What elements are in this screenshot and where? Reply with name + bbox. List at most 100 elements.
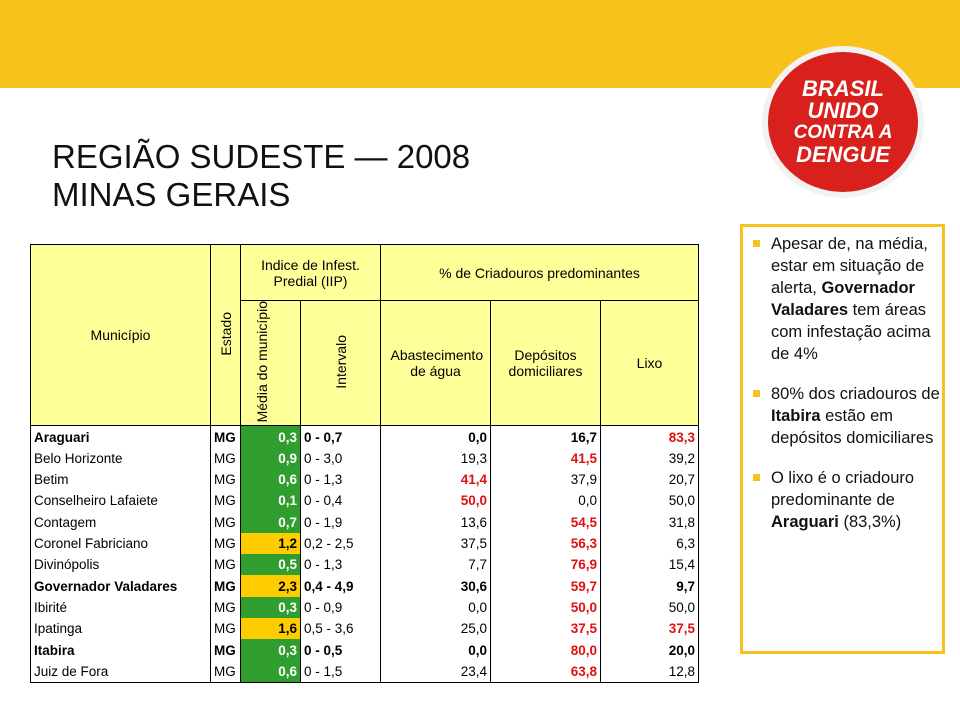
note-text: Itabira <box>771 407 821 425</box>
table-cell: 0,0 <box>490 490 601 512</box>
table-cell: 37,5 <box>600 618 699 640</box>
table-cell: 0,0 <box>380 425 491 448</box>
header-text: % de Criadouros predominantes <box>439 264 640 281</box>
header-cell: Abastecimento de água <box>380 299 491 427</box>
table-cell: 20,7 <box>600 469 699 491</box>
table-row: Conselheiro Lafaiete MG 0,1 0 - 0,4 50,0 0,0 5… <box>30 490 699 512</box>
table-cell: 0,3 <box>240 425 301 448</box>
table-cell: 37,5 <box>490 618 601 640</box>
note-text: O lixo é o criadouro predominante de <box>771 469 915 509</box>
table-cell: 0,7 <box>240 511 301 533</box>
table-cell: 41,5 <box>490 447 601 469</box>
table-cell: 50,0 <box>600 596 699 619</box>
table-row: Contagem MG 0,7 0 - 1,9 13,6 54,5 31,8 <box>30 511 699 533</box>
table-cell: 0,1 <box>240 490 301 512</box>
table-cell: 23,4 <box>380 660 491 683</box>
table-row: Belo Horizonte MG 0,9 0 - 3,0 19,3 41,5 39,2 <box>30 447 699 469</box>
table-cell: 0 - 0,7 <box>300 425 381 448</box>
header-text: Município <box>90 327 151 344</box>
table-cell: Divinópolis <box>30 554 211 576</box>
table-cell: 1,2 <box>240 532 301 555</box>
header-row: Município Estado Indice de Infest. Predial… <box>30 243 699 427</box>
header-text: Abastecimento de água <box>390 347 484 380</box>
table-cell: 0,9 <box>240 447 301 469</box>
table-row: Governador Valadares MG 2,3 0,4 - 4,9 30,6 59… <box>30 575 699 597</box>
logo: BRASIL UNIDO CONTRA A DENGUE <box>768 52 918 192</box>
table-cell: 0,2 - 2,5 <box>300 532 381 555</box>
table-row: Ibirité MG 0,3 0 - 0,9 0,0 50,0 50,0 <box>30 596 699 619</box>
table-cell: Itabira <box>30 639 211 661</box>
header-cell: Indice de Infest. Predial (IIP) <box>240 244 381 301</box>
table-cell: 0,4 - 4,9 <box>300 575 381 597</box>
header-cell: Média do município <box>240 299 301 427</box>
table-cell: 76,9 <box>490 554 601 576</box>
note: Apesar de, na média, estar em situação d… <box>747 233 942 365</box>
table-cell: 16,7 <box>490 425 601 448</box>
note: 80% dos criadouros de Itabira estão em d… <box>747 383 942 449</box>
table-row: Ipatinga MG 1,6 0,5 - 3,6 25,0 37,5 37,5 <box>30 618 699 640</box>
table-row: Juiz de Fora MG 0,6 0 - 1,5 23,4 63,8 12,8 <box>30 660 699 683</box>
table-cell: 59,7 <box>490 575 601 597</box>
header-text: Estado <box>217 311 234 356</box>
table-cell: 0 - 1,3 <box>300 469 381 491</box>
table-cell: 0 - 0,5 <box>300 639 381 661</box>
table-cell: MG <box>210 447 241 469</box>
note-text: estão em depósitos domiciliares <box>771 407 934 447</box>
table-cell: 0,3 <box>240 596 301 619</box>
table-cell: Juiz de Fora <box>30 660 211 683</box>
header-text: Indice de Infest. Predial (IIP) <box>261 256 360 289</box>
table-cell: MG <box>210 639 241 661</box>
title-line: REGIÃO SUDESTE — 2008 <box>52 138 471 175</box>
table-cell: 0 - 1,3 <box>300 554 381 576</box>
table-cell: 30,6 <box>380 575 491 597</box>
table-cell: 0,6 <box>240 469 301 491</box>
table-cell: MG <box>210 575 241 597</box>
header-cell: Município <box>30 243 211 427</box>
note-text: 80% dos criadouros de <box>771 385 940 403</box>
table-cell: 13,6 <box>380 511 491 533</box>
table-row: Itabira MG 0,3 0 - 0,5 0,0 80,0 20,0 <box>30 639 699 661</box>
table-cell: 2,3 <box>240 575 301 597</box>
logo-line: DENGUE <box>795 142 891 167</box>
note-text: Governador Valadares <box>771 279 915 319</box>
logo-line: CONTRA A <box>793 122 893 143</box>
table-cell: Ipatinga <box>30 618 211 640</box>
table-cell: 54,5 <box>490 511 601 533</box>
table-cell: 0,3 <box>240 639 301 661</box>
header-cell: % de Criadouros predominantes <box>380 244 699 301</box>
table-cell: 56,3 <box>490 532 601 555</box>
header-text: Média do município <box>253 301 270 423</box>
table-cell: 0 - 1,5 <box>300 660 381 683</box>
table-row: Divinópolis MG 0,5 0 - 1,3 7,7 76,9 15,4 <box>30 554 699 576</box>
data-table: Município Estado Indice de Infest. Predial… <box>30 243 699 683</box>
table-cell: 0,6 <box>240 660 301 683</box>
table-cell: 0 - 0,4 <box>300 490 381 512</box>
table-cell: 0,5 - 3,6 <box>300 618 381 640</box>
logo-line: BRASIL <box>802 76 884 101</box>
table-cell: Governador Valadares <box>30 575 211 597</box>
table-cell: 63,8 <box>490 660 601 683</box>
table-cell: 31,8 <box>600 511 699 533</box>
table-cell: 19,3 <box>380 447 491 469</box>
title-line: MINAS GERAIS <box>52 176 291 213</box>
table-row: Araguari MG 0,3 0 - 0,7 0,0 16,7 83,3 <box>30 425 699 448</box>
header-text: Lixo <box>636 355 663 372</box>
table-cell: 50,0 <box>490 596 601 619</box>
table-cell: Contagem <box>30 511 211 533</box>
header-text: Depósitos domiciliares <box>508 347 583 380</box>
table-cell: MG <box>210 618 241 640</box>
notes-box: Apesar de, na média, estar em situação d… <box>740 224 945 654</box>
table-cell: MG <box>210 425 241 448</box>
table-cell: 39,2 <box>600 447 699 469</box>
table-cell: MG <box>210 660 241 683</box>
logo-line: UNIDO <box>807 98 879 123</box>
table-cell: Conselheiro Lafaiete <box>30 490 211 512</box>
table-cell: Belo Horizonte <box>30 447 211 469</box>
table-cell: 9,7 <box>600 575 699 597</box>
table-row: Coronel Fabriciano MG 1,2 0,2 - 2,5 37,5 56,3… <box>30 532 699 555</box>
table-cell: 50,0 <box>380 490 491 512</box>
table-cell: MG <box>210 490 241 512</box>
table-cell: 20,0 <box>600 639 699 661</box>
table-cell: MG <box>210 511 241 533</box>
